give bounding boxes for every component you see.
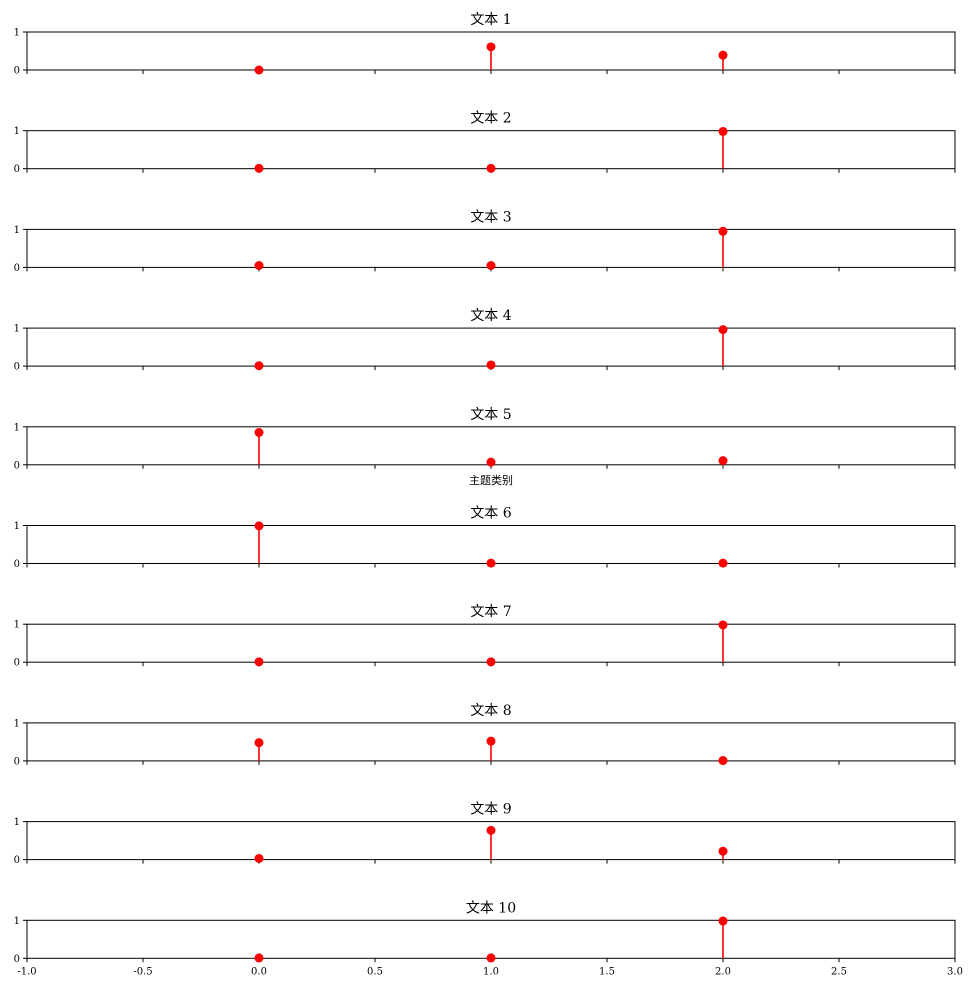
- y-tick-label: 1: [14, 126, 20, 137]
- stem-marker: [486, 261, 496, 270]
- stem-marker: [254, 853, 264, 863]
- axes-frame: [26, 623, 956, 663]
- stem-marker: [718, 456, 728, 466]
- stem-marker: [718, 126, 728, 136]
- subplot-7: 文本 7 0 1: [14, 604, 956, 669]
- y-tick-label: 0: [14, 362, 20, 373]
- axes-frame: [26, 525, 956, 564]
- subplot-3: 文本 3 0 1: [14, 209, 956, 274]
- subplot-title: 文本 1: [470, 12, 511, 28]
- stem-marker: [718, 226, 728, 236]
- subplot-title: 文本 9: [470, 802, 511, 818]
- stem-marker: [718, 50, 728, 60]
- stem-marker: [486, 360, 496, 370]
- subplot-1: 文本 1 0 1: [14, 12, 956, 77]
- y-tick-label: 1: [14, 521, 20, 532]
- subplot-5: 文本 5 0 1 主题类别: [14, 407, 956, 487]
- stem-marker: [718, 620, 728, 630]
- subplot-title: 文本 3: [470, 209, 511, 225]
- x-tick-label: 2.0: [715, 966, 731, 977]
- stem-marker: [718, 558, 728, 568]
- y-tick-label: 0: [14, 460, 20, 471]
- stem-marker: [486, 953, 496, 963]
- x-tick-label: 0.0: [251, 966, 267, 977]
- subplot-title: 文本 4: [470, 308, 511, 324]
- x-tick-label: -0.5: [133, 966, 152, 977]
- stem-marker: [486, 42, 496, 52]
- stem-marker: [486, 163, 496, 173]
- axes-frame: [26, 130, 956, 170]
- subplot-4: 文本 4 0 1: [14, 308, 956, 373]
- stem-marker: [486, 736, 496, 746]
- stem-marker: [254, 361, 264, 371]
- y-tick-label: 0: [14, 164, 20, 175]
- subplot-title: 文本 6: [470, 506, 511, 522]
- stem-marker: [718, 916, 728, 926]
- stem-marker: [254, 428, 264, 437]
- x-axis-label: 主题类别: [469, 473, 513, 487]
- stem-marker: [486, 457, 496, 467]
- stem-marker: [254, 163, 264, 173]
- subplot-2: 文本 2 0 1: [14, 111, 956, 175]
- y-tick-label: 1: [14, 28, 20, 39]
- stem-marker: [486, 657, 496, 667]
- x-tick-label: -1.0: [17, 966, 36, 977]
- y-tick-label: 1: [14, 916, 20, 927]
- stem-marker: [254, 521, 264, 531]
- stem-marker: [486, 558, 496, 568]
- y-tick-label: 0: [14, 954, 20, 965]
- x-tick-label: 1.5: [599, 966, 615, 977]
- subplot-8: 文本 8 0 1: [14, 703, 956, 767]
- stem-marker: [718, 846, 728, 856]
- subplot-title: 文本 2: [470, 111, 511, 127]
- stem-marker: [254, 65, 264, 75]
- x-tick-label: 0.5: [367, 966, 383, 977]
- stem-marker: [718, 325, 728, 335]
- subplot-title: 文本 5: [470, 407, 511, 423]
- subplot-title: 文本 7: [470, 604, 511, 620]
- y-tick-label: 0: [14, 559, 20, 570]
- axes-frame: [26, 919, 956, 959]
- stem-marker: [254, 738, 264, 748]
- y-tick-label: 1: [14, 324, 20, 335]
- stem-marker: [254, 657, 264, 667]
- y-tick-label: 1: [14, 718, 20, 729]
- stem-marker: [254, 261, 264, 270]
- stem-marker: [486, 825, 496, 835]
- stem-marker: [254, 953, 264, 963]
- stem-marker: [718, 756, 728, 766]
- y-tick-label: 0: [14, 263, 20, 274]
- subplot-6: 文本 6 0 1: [14, 506, 956, 570]
- axes-frame: [26, 327, 956, 367]
- subplot-10: 文本 10 0 1 -1.0 -0.5 0.0 0.5 1.0 1.5 2.0 2.5 3.0: [14, 900, 963, 977]
- subplot-title: 文本 8: [470, 703, 511, 719]
- y-tick-label: 1: [14, 620, 20, 631]
- x-tick-label: 3.0: [947, 966, 963, 977]
- subplot-title: 文本 10: [466, 900, 516, 916]
- y-tick-label: 0: [14, 855, 20, 866]
- y-tick-label: 1: [14, 422, 20, 433]
- y-tick-label: 0: [14, 66, 20, 77]
- subplot-9: 文本 9 0 1: [14, 802, 956, 866]
- x-tick-label: 2.5: [831, 966, 847, 977]
- y-tick-label: 0: [14, 658, 20, 669]
- y-tick-label: 1: [14, 225, 20, 236]
- x-tick-label: 1.0: [483, 966, 499, 977]
- y-tick-label: 1: [14, 817, 20, 828]
- y-tick-label: 0: [14, 756, 20, 767]
